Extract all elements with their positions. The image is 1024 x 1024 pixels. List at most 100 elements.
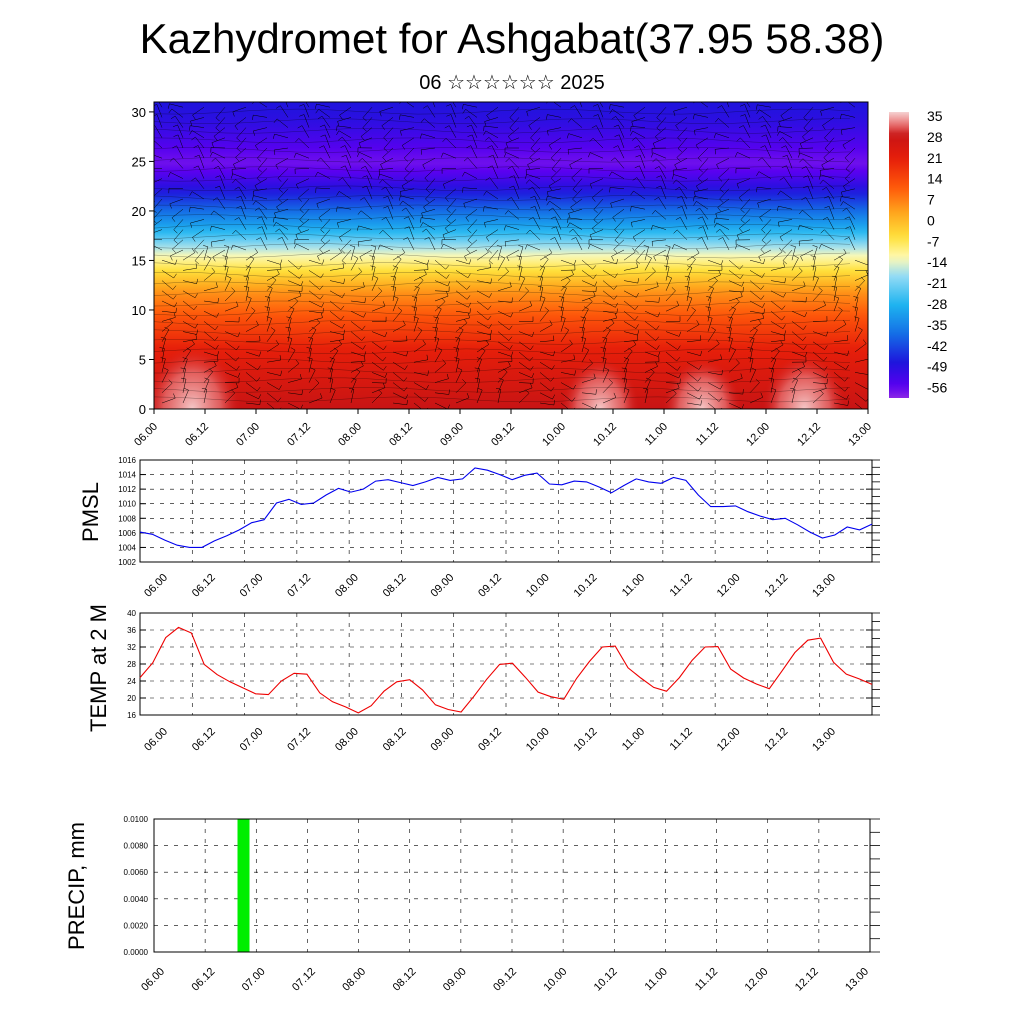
- wind-barb-flag: [615, 302, 618, 308]
- wind-barb: [842, 137, 856, 146]
- wind-barb: [337, 206, 352, 210]
- wind-barb: [403, 168, 415, 179]
- wind-barb: [560, 274, 574, 281]
- wind-barb-flag: [279, 407, 282, 409]
- wind-barb-flag: [569, 339, 573, 345]
- wind-barb-flag: [484, 121, 487, 127]
- wind-barb-flag: [537, 286, 543, 288]
- wind-barb: [169, 198, 184, 205]
- wind-barb-flag: [173, 393, 176, 399]
- wind-barb: [602, 270, 616, 278]
- wind-barb-flag: [824, 137, 829, 142]
- wind-barb: [463, 198, 478, 204]
- wind-barb: [182, 379, 187, 393]
- wind-barb: [497, 389, 502, 404]
- wind-barb: [770, 389, 777, 404]
- wind-barb-flag: [758, 157, 763, 161]
- wind-barb-flag: [217, 351, 220, 357]
- wind-barb-flag: [610, 203, 613, 209]
- wind-barb-flag: [847, 335, 849, 341]
- wind-barb: [611, 171, 625, 179]
- wind-barb-flag: [401, 145, 406, 150]
- wind-barb-flag: [736, 359, 740, 364]
- wind-barb: [476, 379, 481, 393]
- wind-barb: [665, 372, 679, 379]
- wind-barb: [455, 290, 468, 300]
- wind-barb: [539, 402, 554, 406]
- wind-barb-flag: [782, 260, 787, 265]
- wind-barb: [387, 196, 394, 210]
- contour-line: [154, 166, 851, 172]
- wind-barb-flag: [843, 319, 847, 325]
- warm-spot: [663, 358, 742, 409]
- wind-barb-flag: [739, 228, 743, 233]
- wind-barb: [518, 246, 524, 261]
- wind-barb: [161, 259, 176, 265]
- wind-barb-flag: [274, 212, 277, 218]
- wind-barb-flag: [168, 379, 173, 384]
- y-tick-label: 0: [139, 402, 146, 417]
- wind-barb-flag: [657, 351, 661, 357]
- wind-barb-flag: [697, 157, 702, 162]
- wind-barb-flag: [319, 124, 325, 128]
- wind-barb: [699, 207, 709, 220]
- wind-barb: [339, 229, 352, 238]
- wind-barb-flag: [820, 110, 823, 116]
- wind-barb-flag: [403, 178, 408, 182]
- wind-barb: [455, 317, 470, 322]
- wind-barb-flag: [485, 247, 489, 253]
- colorbar-label: -35: [927, 317, 947, 333]
- wind-barb: [253, 188, 268, 192]
- y-tick-label: 1006: [118, 529, 136, 538]
- wind-barb-flag: [243, 275, 249, 278]
- wind-barb-flag: [404, 226, 410, 229]
- wind-barb: [203, 321, 216, 331]
- wind-barb-flag: [446, 274, 450, 279]
- wind-barb: [350, 310, 364, 318]
- wind-barb-flag: [421, 213, 424, 218]
- wind-barb: [548, 137, 562, 146]
- wind-barb-flag: [695, 207, 700, 212]
- wind-barb-flag: [382, 301, 386, 307]
- wind-barb-flag: [444, 95, 448, 98]
- wind-barb-flag: [170, 115, 176, 120]
- wind-barb: [161, 397, 176, 404]
- wind-barb-flag: [762, 313, 764, 319]
- wind-barb: [329, 300, 342, 310]
- wind-barb-flag: [614, 229, 619, 234]
- wind-barb-flag: [251, 307, 256, 311]
- wind-barb-flag: [147, 153, 149, 158]
- wind-barb-flag: [525, 169, 527, 175]
- wind-barb: [392, 351, 407, 357]
- wind-barb-flag: [337, 121, 340, 127]
- wind-barb: [434, 327, 438, 342]
- wind-barb-flag: [403, 386, 408, 392]
- wind-barb-flag: [630, 206, 632, 212]
- wind-barb-flag: [824, 345, 828, 350]
- wind-barb-flag: [678, 373, 682, 379]
- wind-barb-flag: [380, 164, 383, 170]
- wind-barb: [197, 145, 205, 159]
- wind-barb-flag: [621, 367, 627, 370]
- wind-barb-flag: [740, 274, 744, 279]
- wind-barb: [455, 338, 461, 353]
- wind-barb-flag: [273, 149, 276, 155]
- wind-barb: [464, 171, 478, 179]
- wind-barb: [161, 300, 175, 308]
- wind-barb: [329, 344, 342, 353]
- wind-barb-flag: [673, 229, 678, 234]
- wind-barb: [235, 230, 247, 240]
- wind-barb-flag: [306, 347, 312, 349]
- wind-barb: [506, 249, 520, 257]
- wind-barb: [299, 209, 310, 220]
- wind-barb-flag: [719, 94, 724, 96]
- wind-barb-flag: [715, 118, 719, 123]
- wind-barb: [644, 371, 655, 383]
- wind-barb: [854, 382, 868, 390]
- wind-barb-flag: [275, 164, 279, 170]
- wind-barb-flag: [278, 189, 283, 193]
- wind-barb: [182, 390, 189, 404]
- wind-barb: [308, 317, 323, 322]
- wind-barb-flag: [342, 262, 345, 269]
